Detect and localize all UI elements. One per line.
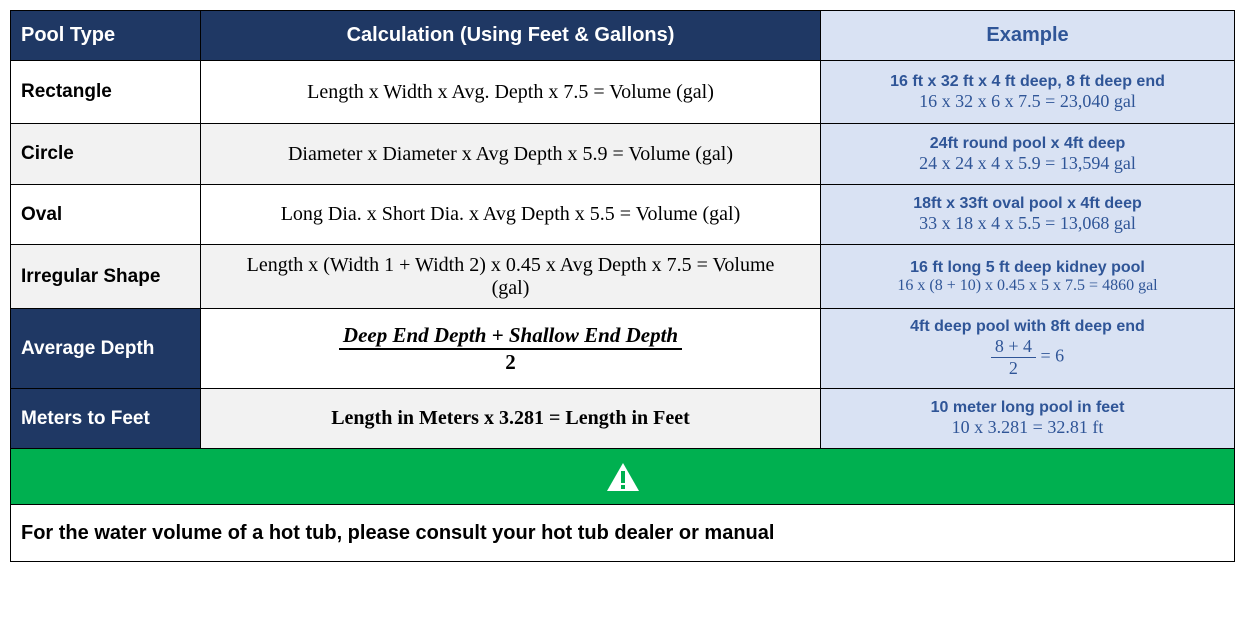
example-title: 10 meter long pool in feet xyxy=(930,399,1125,416)
calc: Long Dia. x Short Dia. x Avg Depth x 5.5… xyxy=(200,184,821,245)
pool-table: Pool Type Calculation (Using Feet & Gall… xyxy=(10,10,1235,562)
row: Irregular Shape Length x (Width 1 + Widt… xyxy=(10,244,1235,309)
example-calc: 10 x 3.281 = 32.81 ft xyxy=(951,417,1104,437)
type: Irregular Shape xyxy=(10,244,201,309)
warning-band xyxy=(10,448,1235,505)
example-calc: 24 x 24 x 4 x 5.9 = 13,594 gal xyxy=(919,152,1136,173)
row: Oval Long Dia. x Short Dia. x Avg Depth … xyxy=(10,184,1235,245)
notice: For the water volume of a hot tub, pleas… xyxy=(10,504,1235,562)
header-row: Pool Type Calculation (Using Feet & Gall… xyxy=(10,10,1235,61)
example-title: 16 ft x 32 ft x 4 ft deep, 8 ft deep end xyxy=(890,72,1165,90)
denominator: 2 xyxy=(1008,358,1018,378)
numerator: 8 + 4 xyxy=(990,336,1036,358)
type: Average Depth xyxy=(10,308,201,389)
row: Circle Diameter x Diameter x Avg Depth x… xyxy=(10,123,1235,185)
example-title: 16 ft long 5 ft deep kidney pool xyxy=(910,258,1145,276)
calc: Length x Width x Avg. Depth x 7.5 = Volu… xyxy=(200,60,821,124)
example-title: 4ft deep pool with 8ft deep end xyxy=(910,318,1145,335)
example: 18ft x 33ft oval pool x 4ft deep 33 x 18 … xyxy=(820,184,1235,245)
example-title: 18ft x 33ft oval pool x 4ft deep xyxy=(913,195,1142,212)
example: 10 meter long pool in feet 10 x 3.281 = 3… xyxy=(820,388,1235,449)
example-calc: 16 x 32 x 6 x 7.5 = 23,040 gal xyxy=(919,90,1136,111)
type: Meters to Feet xyxy=(10,388,201,449)
row: Average Depth Deep End Depth + Shallow E… xyxy=(10,308,1235,389)
denominator: 2 xyxy=(505,349,516,374)
row: Meters to Feet Length in Meters x 3.281 … xyxy=(10,388,1235,449)
type: Oval xyxy=(10,184,201,245)
example-calc: 16 x (8 + 10) x 0.45 x 5 x 7.5 = 4860 ga… xyxy=(897,276,1158,294)
example: 24ft round pool x 4ft deep 24 x 24 x 4 x … xyxy=(820,123,1235,185)
example-calc: 33 x 18 x 4 x 5.5 = 13,068 gal xyxy=(919,213,1136,233)
warning-icon xyxy=(606,462,639,491)
header-cell: Example xyxy=(820,10,1235,61)
row: Rectangle Length x Width x Avg. Depth x … xyxy=(10,60,1235,124)
warning-row xyxy=(10,448,1235,505)
header-cell: Calculation (Using Feet & Gallons) xyxy=(200,10,821,61)
example-title: 24ft round pool x 4ft deep xyxy=(929,134,1126,152)
fraction: Deep End Depth + Shallow End Depth 2 xyxy=(338,323,683,375)
calc: Deep End Depth + Shallow End Depth 2 xyxy=(200,308,821,389)
example: 16 ft long 5 ft deep kidney pool 16 x (8 … xyxy=(820,244,1235,309)
example: 16 ft x 32 ft x 4 ft deep, 8 ft deep end… xyxy=(820,60,1235,124)
type: Circle xyxy=(10,123,201,185)
calc: Length x (Width 1 + Width 2) x 0.45 x Av… xyxy=(200,244,821,309)
numerator: Deep End Depth + Shallow End Depth xyxy=(338,323,683,350)
header-cell: Pool Type xyxy=(10,10,201,61)
type: Rectangle xyxy=(10,60,201,124)
calc: Length in Meters x 3.281 = Length in Fee… xyxy=(200,388,821,449)
notice-row: For the water volume of a hot tub, pleas… xyxy=(10,504,1235,562)
calc: Diameter x Diameter x Avg Depth x 5.9 = … xyxy=(200,123,821,185)
result: = 6 xyxy=(1040,345,1065,366)
